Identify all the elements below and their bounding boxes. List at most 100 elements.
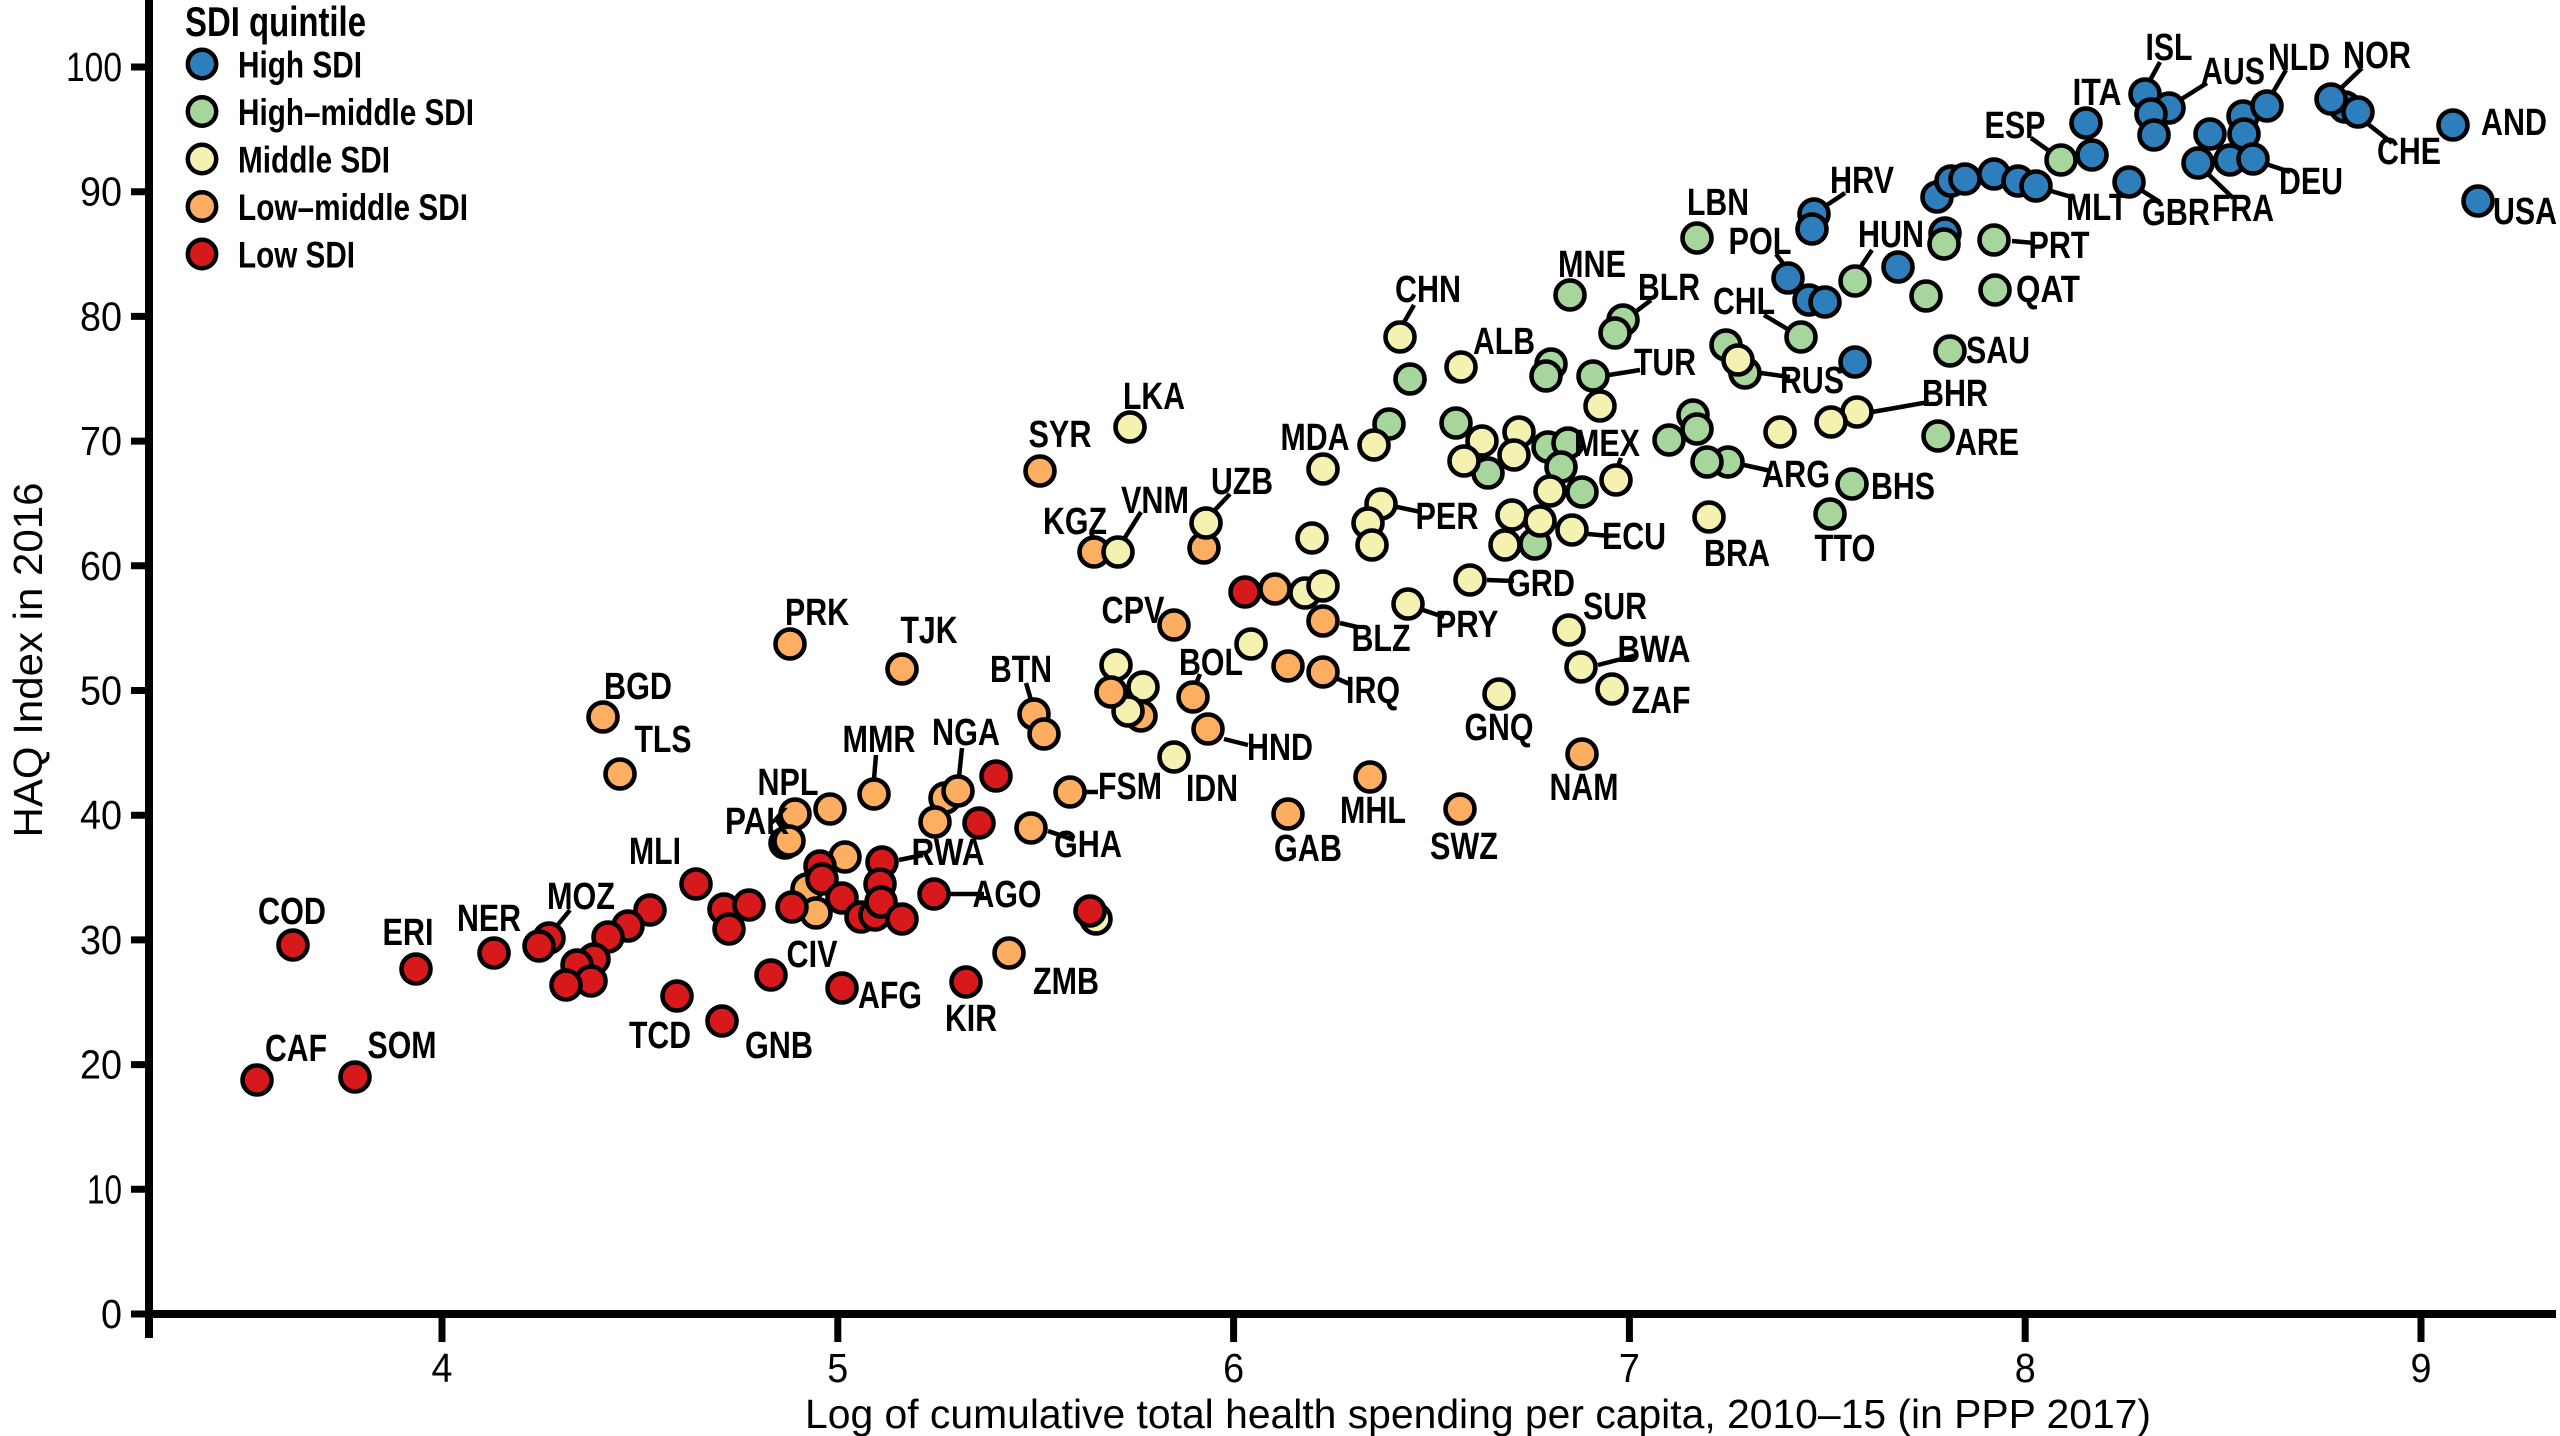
svg-text:4: 4 <box>432 1345 453 1391</box>
svg-text:MLI: MLI <box>629 831 681 873</box>
svg-text:6: 6 <box>1223 1345 1244 1391</box>
svg-text:AGO: AGO <box>973 874 1042 916</box>
svg-text:BOL: BOL <box>1179 642 1243 684</box>
svg-text:8: 8 <box>2015 1345 2036 1391</box>
svg-text:ECU: ECU <box>1602 516 1666 558</box>
svg-text:ARG: ARG <box>1762 454 1830 496</box>
svg-text:20: 20 <box>80 1042 122 1088</box>
svg-text:TTO: TTO <box>1815 528 1876 570</box>
svg-text:GHA: GHA <box>1054 824 1122 866</box>
svg-text:Low–middle SDI: Low–middle SDI <box>238 187 468 228</box>
svg-text:CHE: CHE <box>2377 131 2441 173</box>
svg-text:BLR: BLR <box>1638 267 1700 309</box>
svg-text:BHR: BHR <box>1922 373 1988 415</box>
svg-text:TLS: TLS <box>635 719 692 761</box>
svg-text:SUR: SUR <box>1583 586 1647 628</box>
svg-text:BRA: BRA <box>1704 533 1770 575</box>
svg-text:90: 90 <box>80 169 122 215</box>
svg-text:60: 60 <box>80 543 122 589</box>
svg-text:Middle SDI: Middle SDI <box>238 140 390 181</box>
svg-text:9: 9 <box>2411 1345 2432 1391</box>
svg-text:KGZ: KGZ <box>1043 501 1107 543</box>
svg-text:10: 10 <box>87 1166 122 1212</box>
svg-text:GAB: GAB <box>1274 828 1342 870</box>
svg-text:SOM: SOM <box>368 1025 437 1067</box>
svg-text:GNB: GNB <box>745 1025 813 1067</box>
svg-text:ISL: ISL <box>2146 27 2193 69</box>
svg-text:TJK: TJK <box>901 610 958 652</box>
svg-text:MNE: MNE <box>1558 244 1626 286</box>
svg-text:KIR: KIR <box>945 998 997 1040</box>
svg-text:Low SDI: Low SDI <box>238 235 355 276</box>
svg-text:BLZ: BLZ <box>1352 618 1411 660</box>
svg-text:GRD: GRD <box>1507 563 1575 605</box>
svg-text:NGA: NGA <box>932 712 1000 754</box>
svg-text:SYR: SYR <box>1029 414 1092 456</box>
svg-text:0: 0 <box>101 1291 122 1337</box>
svg-text:SWZ: SWZ <box>1430 826 1498 868</box>
svg-text:7: 7 <box>1619 1345 1640 1391</box>
svg-text:MMR: MMR <box>843 719 916 761</box>
svg-text:MEX: MEX <box>1574 423 1641 465</box>
svg-text:High SDI: High SDI <box>238 45 362 86</box>
svg-text:50: 50 <box>80 668 122 714</box>
svg-text:HAQ Index in 2016: HAQ Index in 2016 <box>5 483 51 838</box>
svg-text:AFG: AFG <box>858 975 922 1017</box>
svg-text:Log of cumulative total health: Log of cumulative total health spending … <box>805 1391 2151 1436</box>
svg-text:MDA: MDA <box>1281 417 1350 459</box>
svg-text:BGD: BGD <box>604 666 672 708</box>
svg-text:70: 70 <box>80 418 122 464</box>
svg-text:PAK: PAK <box>725 801 789 843</box>
svg-text:PRT: PRT <box>2029 225 2090 267</box>
svg-text:GNQ: GNQ <box>1465 707 1534 749</box>
svg-text:CHL: CHL <box>1713 281 1775 323</box>
svg-text:5: 5 <box>827 1345 848 1391</box>
svg-text:30: 30 <box>80 917 122 963</box>
svg-text:MHL: MHL <box>1340 790 1406 832</box>
svg-text:CHN: CHN <box>1395 269 1461 311</box>
svg-text:RUS: RUS <box>1780 360 1844 402</box>
svg-text:TUR: TUR <box>1634 342 1696 384</box>
svg-text:PRY: PRY <box>1436 604 1499 646</box>
svg-text:BHS: BHS <box>1871 466 1935 508</box>
svg-text:UZB: UZB <box>1211 461 1273 503</box>
svg-text:FRA: FRA <box>2212 188 2274 230</box>
svg-text:ESP: ESP <box>1985 105 2046 147</box>
svg-text:80: 80 <box>80 293 122 339</box>
svg-text:VNM: VNM <box>1121 480 1189 522</box>
svg-text:HUN: HUN <box>1858 214 1924 256</box>
svg-text:DEU: DEU <box>2279 161 2343 203</box>
svg-text:High–middle SDI: High–middle SDI <box>238 92 474 133</box>
svg-text:ZMB: ZMB <box>1033 961 1099 1003</box>
svg-text:ZAF: ZAF <box>1632 680 1691 722</box>
svg-text:BTN: BTN <box>990 649 1052 691</box>
svg-text:RWA: RWA <box>912 832 985 874</box>
svg-text:FSM: FSM <box>1098 766 1162 808</box>
svg-text:NLD: NLD <box>2268 37 2330 79</box>
svg-text:NPL: NPL <box>758 762 819 804</box>
svg-text:CPV: CPV <box>1102 590 1166 632</box>
svg-text:SAU: SAU <box>1966 330 2030 372</box>
svg-text:COD: COD <box>258 891 326 933</box>
svg-text:NOR: NOR <box>2343 35 2411 77</box>
svg-text:HND: HND <box>1247 727 1313 769</box>
svg-text:40: 40 <box>80 792 122 838</box>
svg-text:MOZ: MOZ <box>547 876 615 918</box>
svg-text:GBR: GBR <box>2142 192 2210 234</box>
svg-text:IDN: IDN <box>1186 768 1238 810</box>
svg-text:MLT: MLT <box>2066 187 2128 229</box>
svg-text:NAM: NAM <box>1550 767 1619 809</box>
svg-text:CIV: CIV <box>787 934 839 976</box>
svg-text:ARE: ARE <box>1955 422 2019 464</box>
svg-text:TCD: TCD <box>629 1015 691 1057</box>
svg-text:SDI quintile: SDI quintile <box>185 0 366 45</box>
svg-text:USA: USA <box>2493 191 2557 233</box>
svg-text:PER: PER <box>1416 496 1479 538</box>
svg-text:LBN: LBN <box>1687 182 1749 224</box>
svg-text:IRQ: IRQ <box>1346 670 1400 712</box>
svg-text:BWA: BWA <box>1618 629 1691 671</box>
svg-text:QAT: QAT <box>2016 269 2080 311</box>
svg-text:ITA: ITA <box>2073 72 2122 114</box>
svg-text:ALB: ALB <box>1473 321 1535 363</box>
svg-text:ERI: ERI <box>383 912 434 954</box>
